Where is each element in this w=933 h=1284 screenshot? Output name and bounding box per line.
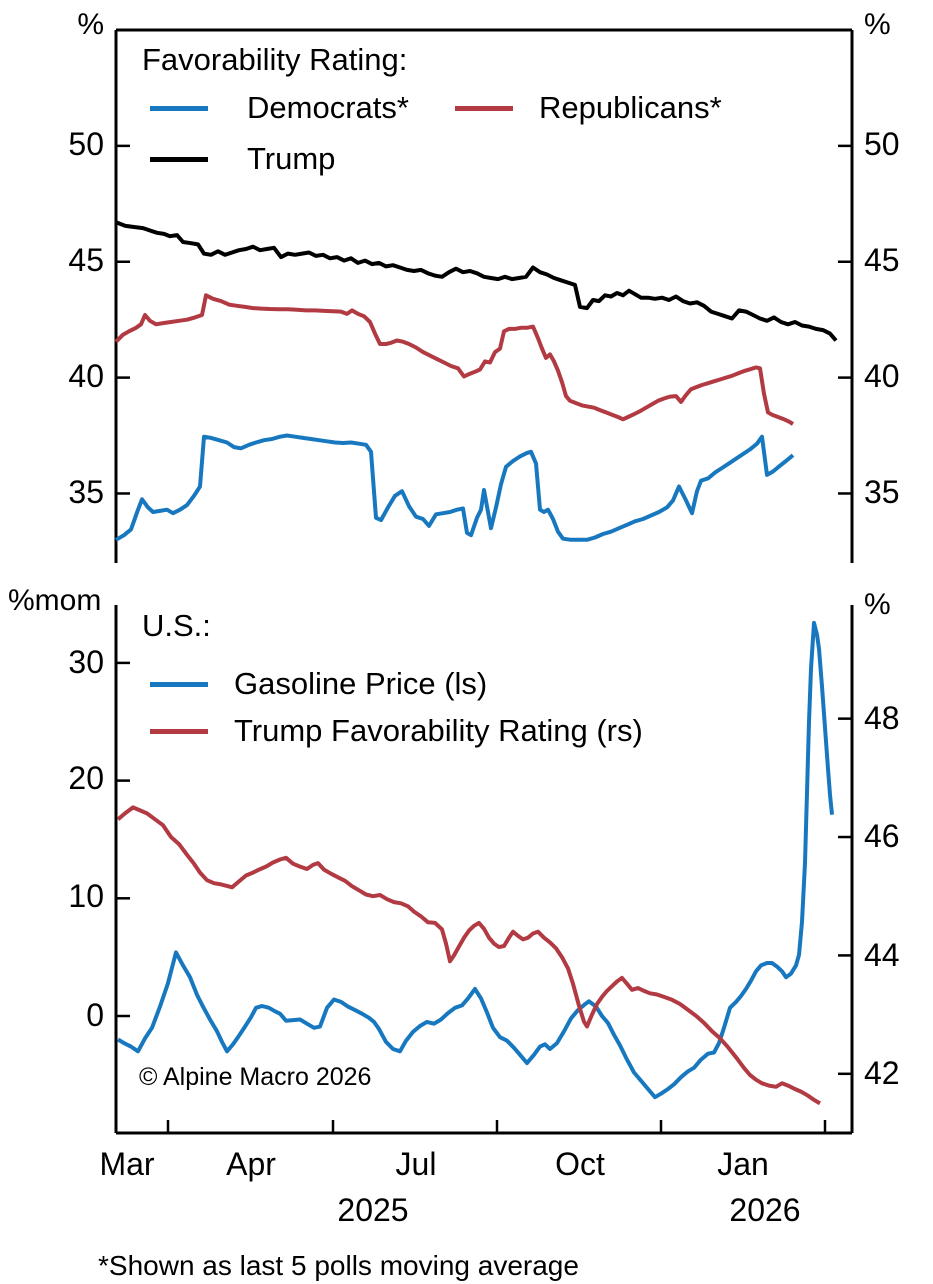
copyright-note: © Alpine Macro 2026 [139,1063,372,1091]
top-left-unit-label: % [77,8,104,41]
republicans-line-swatch [455,106,513,111]
democrats-legend-label: Democrats* [247,90,409,125]
gasoline-line-swatch [150,682,208,687]
x-axis-year-2025: 2025 [337,1192,409,1228]
trump-legend-label: Trump [247,141,336,176]
bottom-axis-tick-44-right: 44 [864,937,900,973]
bottom-axis-tick-10-left: 10 [68,878,104,914]
top-right-unit-label: % [864,8,891,41]
bottom-left-unit-label: %mom [8,584,102,617]
x-axis-label-oct: Oct [555,1146,605,1182]
x-axis-label-jul: Jul [395,1146,437,1182]
top-axis-tick-35-left: 35 [68,474,104,510]
top-axis-tick-45-right: 45 [864,242,900,278]
bottom-axis-tick-30-left: 30 [68,644,104,680]
top-axis-tick-50-left: 50 [68,126,104,162]
gasoline-legend-label: Gasoline Price (ls) [234,666,488,701]
top-legend-title: Favorability Rating: [142,42,408,77]
democrats-line-swatch [150,106,208,111]
republicans-legend-label: Republicans* [539,90,722,125]
bottom-axis-tick-42-right: 42 [864,1055,900,1091]
trump-favorability-line-swatch [150,729,208,734]
bottom-axis-tick-20-left: 20 [68,760,104,796]
x-axis-label-mar: Mar [99,1146,155,1182]
bottom-right-unit-label: % [864,588,891,621]
top-axis-tick-35-right: 35 [864,474,900,510]
bottom-axis-tick-0-left: 0 [86,997,104,1033]
trump-line-swatch [150,157,208,162]
bottom-axis-tick-46-right: 46 [864,818,900,854]
x-axis-label-jan: Jan [717,1146,769,1182]
footnote: *Shown as last 5 polls moving average [98,1250,579,1281]
trump-favorability-legend-label: Trump Favorability Rating (rs) [234,713,643,748]
x-axis-year-2026: 2026 [729,1192,801,1228]
x-axis-label-apr: Apr [226,1146,276,1182]
top-axis-tick-40-left: 40 [68,358,104,394]
top-axis-tick-40-right: 40 [864,358,900,394]
bottom-legend-title: U.S.: [142,608,211,643]
top-axis-tick-45-left: 45 [68,242,104,278]
bottom-axis-tick-48-right: 48 [864,700,900,736]
top-axis-tick-50-right: 50 [864,126,900,162]
